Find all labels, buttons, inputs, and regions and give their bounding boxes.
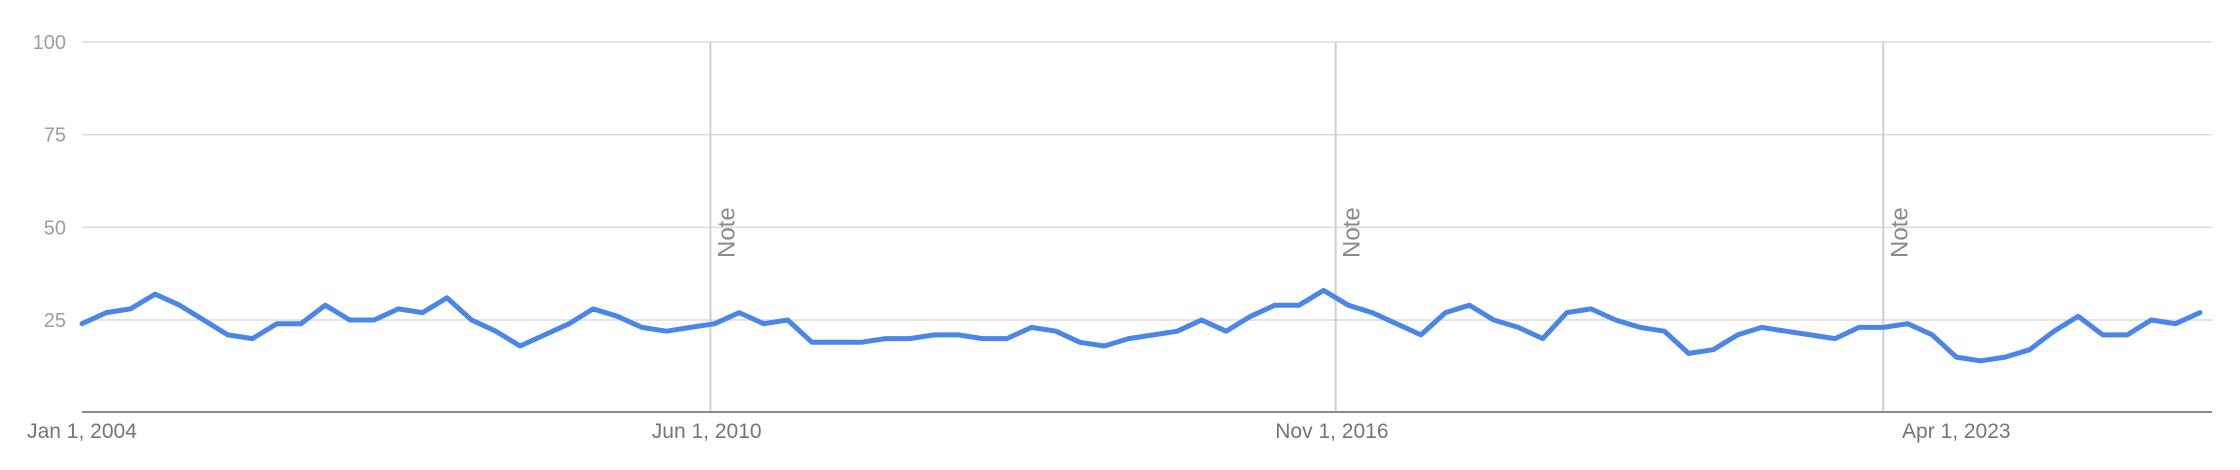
series-line-0[interactable]: [79, 287, 2203, 364]
y-tick-label-100: 100: [33, 32, 66, 54]
y-tick-label-50: 50: [44, 217, 66, 239]
y-tick-label-75: 75: [44, 125, 66, 147]
y-tick-label-25: 25: [44, 310, 66, 332]
x-tick-label-3: Apr 1, 2023: [1902, 420, 2011, 443]
x-tick-label-2: Nov 1, 2016: [1275, 420, 1388, 443]
grid-layer: [82, 41, 2212, 321]
axis-layer: 25 50 75 100 Jan 1, 2004 Jun 1, 2010 Nov 1, 20…: [27, 32, 2212, 443]
note-layer: Note Note Note: [709, 42, 1913, 412]
x-tick-label-0: Jan 1, 2004: [27, 420, 137, 443]
note-marker-label-0[interactable]: Note: [713, 207, 740, 258]
note-marker-label-1[interactable]: Note: [1339, 207, 1366, 258]
series-layer[interactable]: [79, 287, 2203, 364]
x-tick-label-1: Jun 1, 2010: [652, 420, 762, 443]
note-marker-label-2[interactable]: Note: [1886, 207, 1913, 258]
